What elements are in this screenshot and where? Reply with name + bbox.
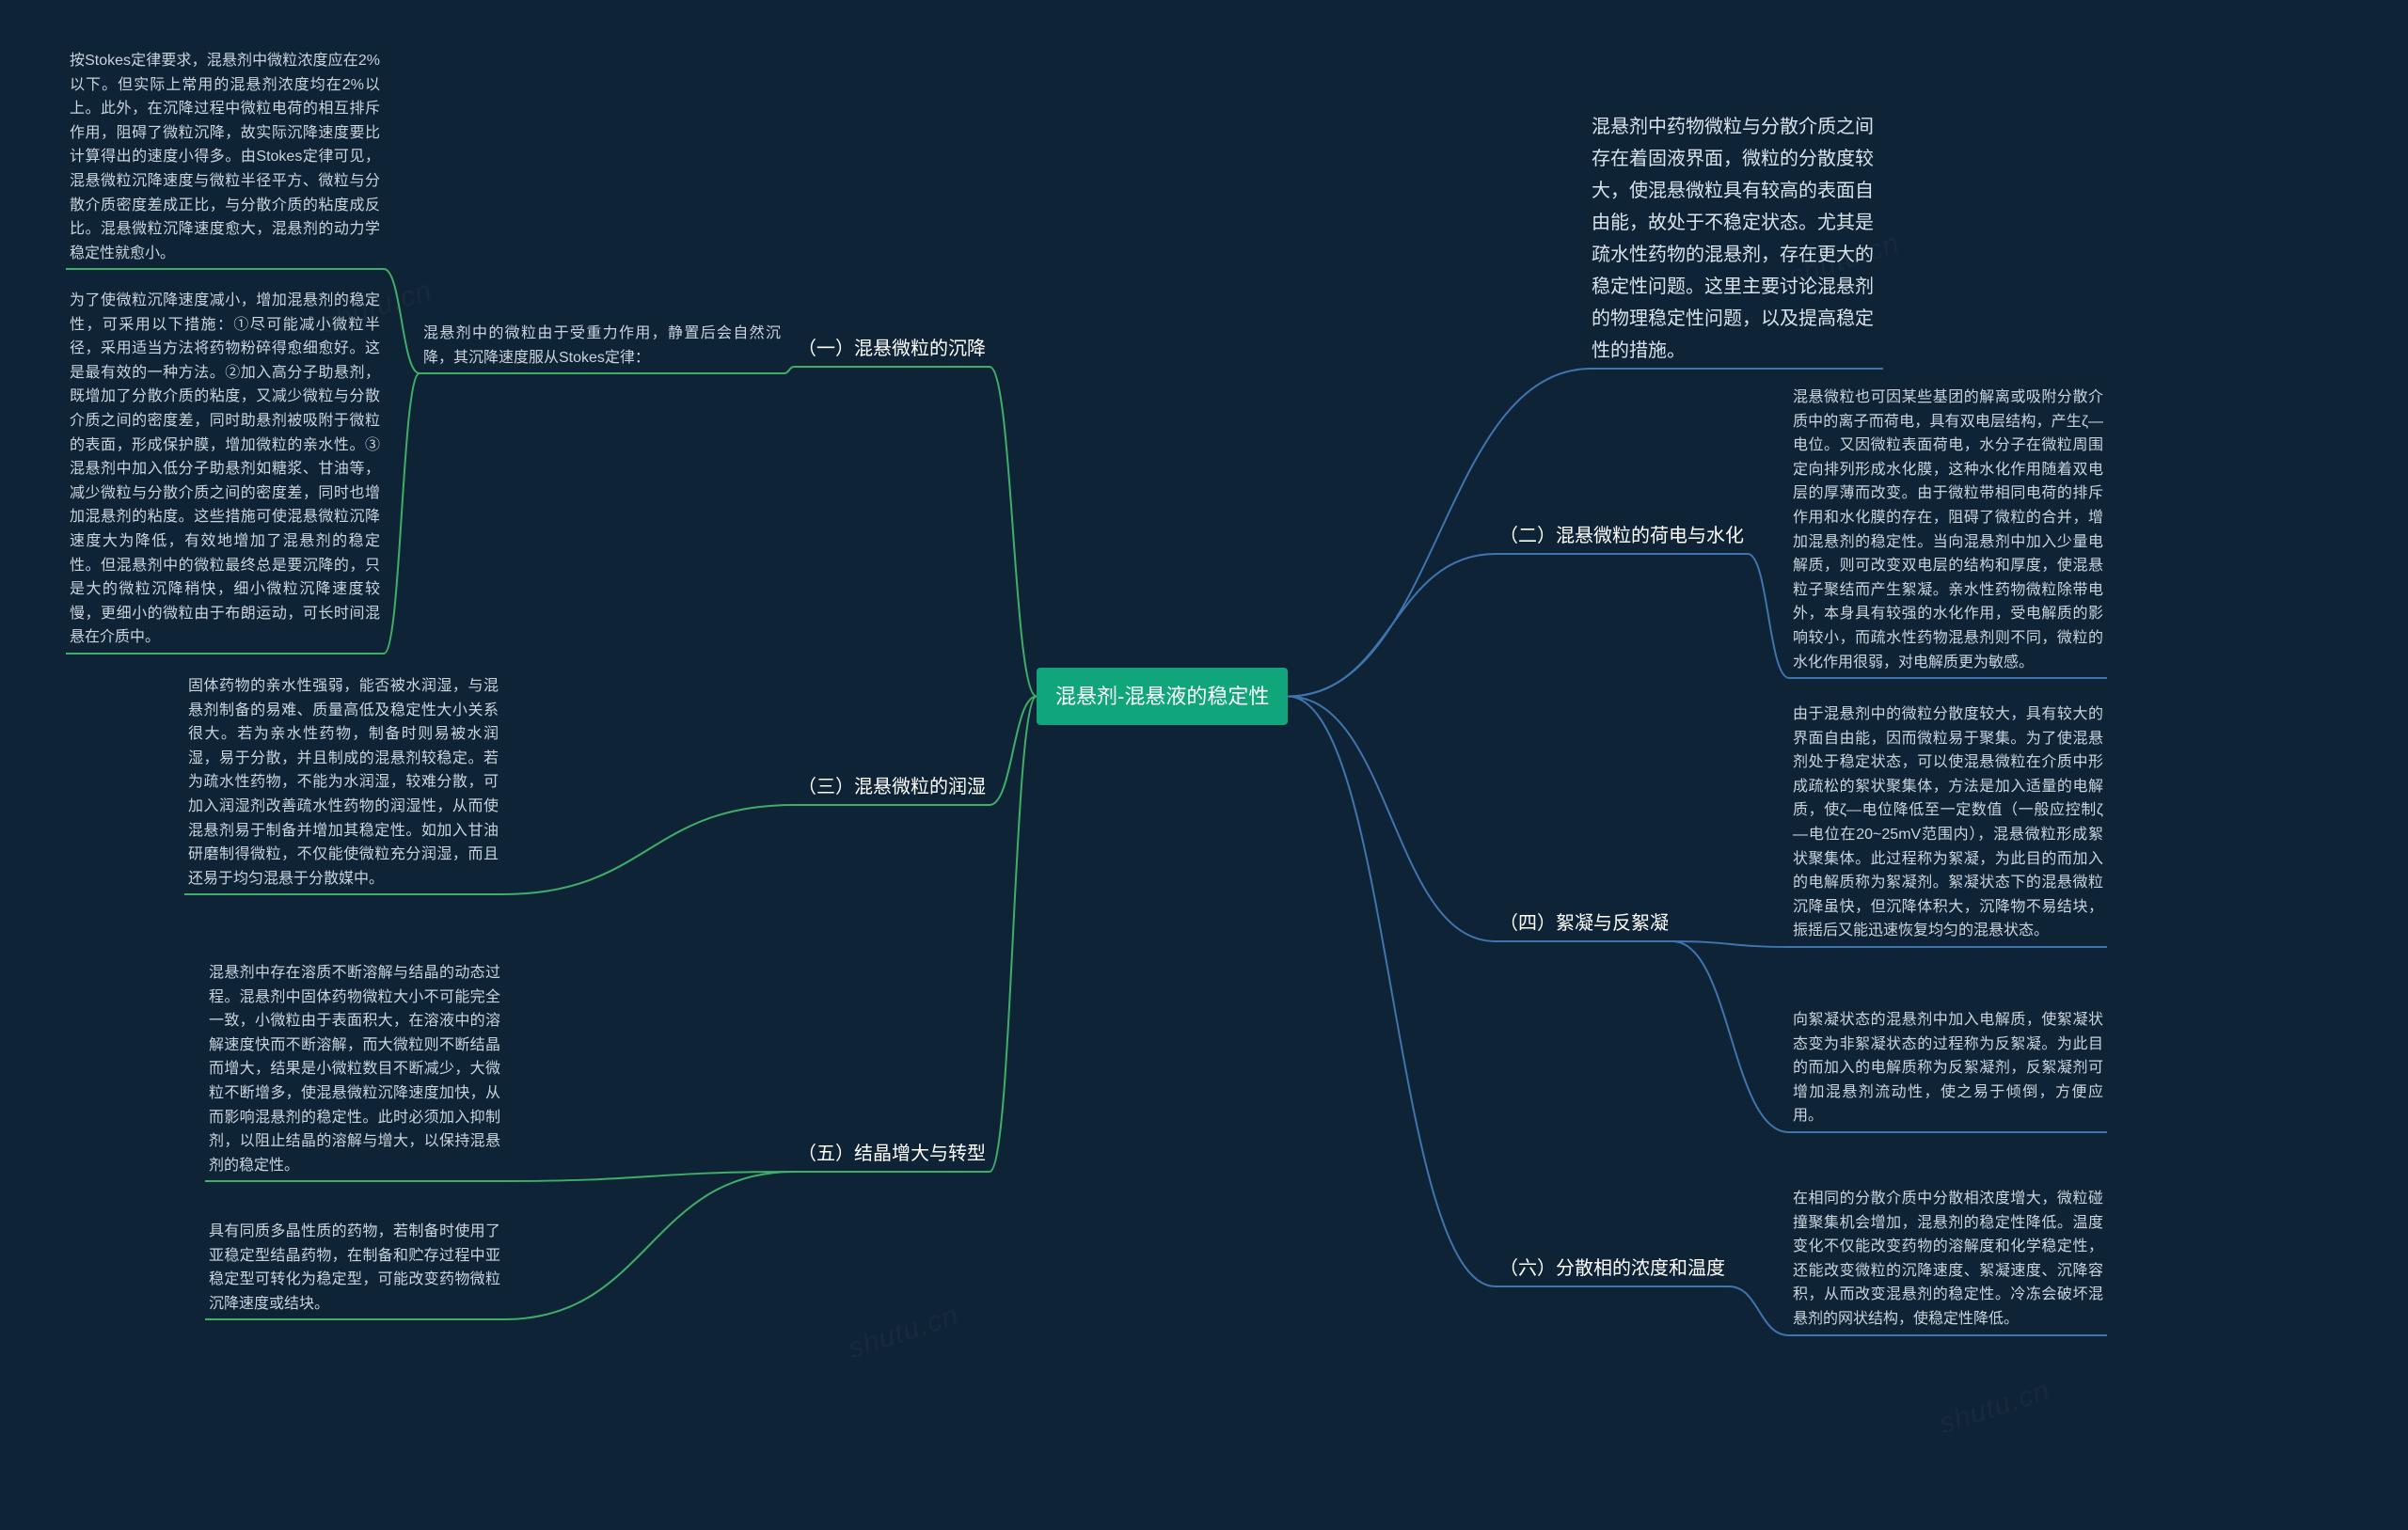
leaf-1a: 按Stokes定律要求，混悬剂中微粒浓度应在2%以下。但实际上常用的混悬剂浓度均… xyxy=(66,47,384,267)
branch-6[interactable]: （六）分散相的浓度和温度 xyxy=(1496,1253,1729,1285)
leaf-2a: 混悬微粒也可因某些基团的解离或吸附分散介质中的离子而荷电，具有双电层结构，产生ζ… xyxy=(1789,384,2107,676)
intro-text: 混悬剂中药物微粒与分散介质之间存在着固液界面，微粒的分散度较大，使混悬微粒具有较… xyxy=(1592,111,1883,367)
leaf-1b: 为了使微粒沉降速度减小，增加混悬剂的稳定性，可采用以下措施：①尽可能减小微粒半径… xyxy=(66,287,384,652)
branch-1-note: 混悬剂中的微粒由于受重力作用，静置后会自然沉降，其沉降速度服从Stokes定律： xyxy=(420,320,784,371)
watermark: shutu.cn xyxy=(845,1300,963,1365)
branch-4[interactable]: （四）絮凝与反絮凝 xyxy=(1496,907,1672,939)
leaf-4b: 向絮凝状态的混悬剂中加入电解质，使絮凝状态变为非絮凝状态的过程称为反絮凝。为此目… xyxy=(1789,1006,2107,1130)
root-node[interactable]: 混悬剂-混悬液的稳定性 xyxy=(1037,668,1288,725)
leaf-3a: 固体药物的亲水性强弱，能否被水润湿，与混悬剂制备的易难、质量高低及稳定性大小关系… xyxy=(184,672,502,892)
branch-1[interactable]: （一）混悬微粒的沉降 xyxy=(794,333,990,365)
leaf-5b: 具有同质多晶性质的药物，若制备时使用了亚稳定型结晶药物，在制备和贮存过程中亚稳定… xyxy=(205,1218,504,1317)
leaf-5a: 混悬剂中存在溶质不断溶解与结晶的动态过程。混悬剂中固体药物微粒大小不可能完全一致… xyxy=(205,959,504,1179)
leaf-4a: 由于混悬剂中的微粒分散度较大，具有较大的界面自由能，因而微粒易于聚集。为了使混悬… xyxy=(1789,701,2107,945)
watermark: shutu.cn xyxy=(1936,1375,2054,1441)
leaf-6a: 在相同的分散介质中分散相浓度增大，微粒碰撞聚集机会增加，混悬剂的稳定性降低。温度… xyxy=(1789,1185,2107,1333)
branch-2[interactable]: （二）混悬微粒的荷电与水化 xyxy=(1496,520,1748,552)
branch-3[interactable]: （三）混悬微粒的润湿 xyxy=(794,771,990,803)
branch-5[interactable]: （五）结晶增大与转型 xyxy=(794,1138,990,1170)
